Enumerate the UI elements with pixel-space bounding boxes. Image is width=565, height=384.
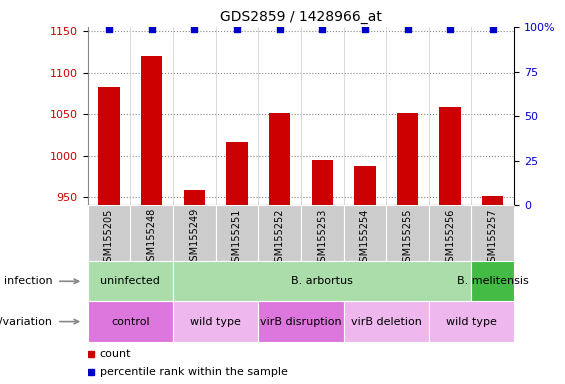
Text: GSM155252: GSM155252	[275, 208, 285, 268]
Text: GSM155255: GSM155255	[402, 208, 412, 268]
Text: percentile rank within the sample: percentile rank within the sample	[99, 366, 288, 377]
Bar	[216, 205, 258, 261]
Text: virB deletion: virB deletion	[351, 316, 421, 327]
Text: B. melitensis: B. melitensis	[457, 276, 529, 286]
Text: B. arbortus: B. arbortus	[291, 276, 353, 286]
Text: control: control	[111, 316, 150, 327]
Bar	[258, 205, 301, 261]
Title: GDS2859 / 1428966_at: GDS2859 / 1428966_at	[220, 10, 382, 25]
Text: GSM155256: GSM155256	[445, 208, 455, 268]
Bar	[397, 113, 418, 205]
Bar	[98, 87, 120, 205]
Text: infection: infection	[4, 276, 53, 286]
Text: GSM155253: GSM155253	[317, 208, 327, 268]
Bar	[184, 190, 205, 205]
Bar	[440, 107, 461, 205]
Bar	[354, 166, 376, 205]
Text: count: count	[99, 349, 131, 359]
Text: GSM155257: GSM155257	[488, 208, 498, 268]
Bar	[269, 113, 290, 205]
Bar	[88, 301, 173, 342]
Text: wild type: wild type	[190, 316, 241, 327]
Text: GSM155249: GSM155249	[189, 208, 199, 268]
Text: genotype/variation: genotype/variation	[0, 316, 53, 327]
Text: uninfected: uninfected	[101, 276, 160, 286]
Bar	[471, 261, 514, 301]
Bar	[471, 205, 514, 261]
Bar	[141, 56, 162, 205]
Text: virB disruption: virB disruption	[260, 316, 342, 327]
Bar	[131, 205, 173, 261]
Text: GSM155205: GSM155205	[104, 208, 114, 268]
Bar	[301, 205, 344, 261]
Bar	[311, 160, 333, 205]
Bar	[344, 301, 429, 342]
Bar	[88, 205, 131, 261]
Bar	[482, 196, 503, 205]
Text: GSM155248: GSM155248	[146, 208, 157, 268]
Bar	[258, 301, 344, 342]
Bar	[88, 261, 173, 301]
Bar	[226, 142, 247, 205]
Bar	[344, 205, 386, 261]
Text: wild type: wild type	[446, 316, 497, 327]
Bar	[429, 205, 471, 261]
Text: GSM155254: GSM155254	[360, 208, 370, 268]
Text: GSM155251: GSM155251	[232, 208, 242, 268]
Bar	[386, 205, 429, 261]
Bar	[429, 301, 514, 342]
Bar	[173, 205, 215, 261]
Bar	[173, 301, 258, 342]
Bar	[173, 261, 471, 301]
